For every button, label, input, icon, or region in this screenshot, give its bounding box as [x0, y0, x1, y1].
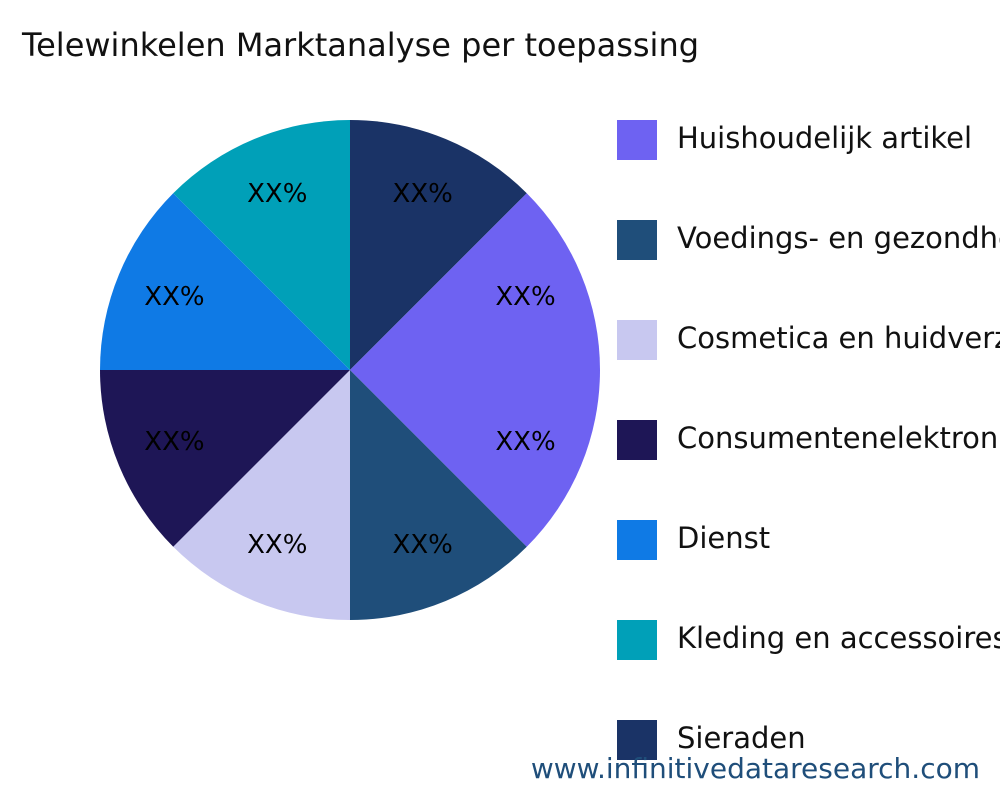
data-label: XX%	[144, 282, 204, 312]
legend-swatch	[617, 520, 657, 560]
legend-label: Dienst	[677, 521, 770, 555]
data-label: XX%	[495, 427, 555, 457]
legend-swatch	[617, 720, 657, 760]
pie-slice	[173, 120, 350, 370]
pie-slice	[100, 193, 350, 370]
legend-label: Consumentenelektronica	[677, 421, 1000, 455]
pie-slice	[100, 370, 350, 547]
pie: XX% XX% XX% XX% XX% XX% XX% XX%	[100, 120, 600, 620]
legend-swatch	[617, 320, 657, 360]
pie-slice	[350, 120, 527, 370]
legend: Huishoudelijk artikel Voedings- en gezond…	[617, 120, 1000, 760]
data-label: XX%	[144, 427, 204, 457]
source: www.infinitivedataresearch.com	[531, 752, 980, 785]
data-label: XX%	[495, 282, 555, 312]
pie-slice	[350, 370, 527, 620]
data-label: XX%	[393, 179, 453, 209]
pie-slice	[173, 370, 350, 620]
legend-label: Cosmetica en huidverzorging	[677, 321, 1000, 355]
legend-swatch	[617, 220, 657, 260]
data-label: XX%	[393, 530, 453, 560]
legend-swatch	[617, 620, 657, 660]
data-label: XX%	[247, 179, 307, 209]
pie-slice	[350, 370, 600, 547]
legend-swatch	[617, 120, 657, 160]
data-label: XX%	[247, 530, 307, 560]
legend-label: Huishoudelijk artikel	[677, 121, 972, 155]
legend-label: Sieraden	[677, 721, 806, 755]
chart-title: Telewinkelen Marktanalyse per toepassing	[21, 26, 699, 64]
pie-slice	[350, 193, 600, 370]
legend-label: Voedings- en gezondheidsproducten	[677, 221, 1000, 255]
legend-label: Kleding en accessoires	[677, 621, 1000, 655]
legend-swatch	[617, 420, 657, 460]
